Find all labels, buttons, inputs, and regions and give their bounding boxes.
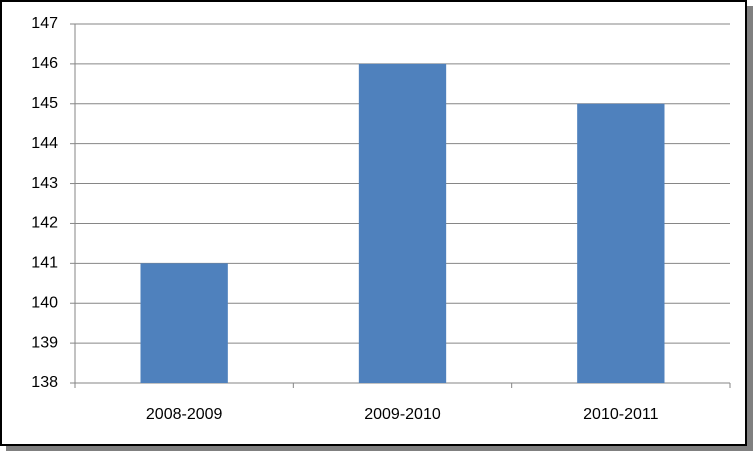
bar: [140, 263, 228, 383]
y-tick-label: 147: [31, 15, 58, 32]
y-tick-label: 143: [31, 175, 58, 192]
bar: [577, 103, 665, 384]
frame-shadow: [6, 446, 753, 451]
x-tick-label: 2010-2011: [583, 406, 658, 423]
y-tick-label: 141: [31, 255, 58, 272]
frame-shadow: [747, 6, 753, 451]
y-tick-label: 138: [31, 374, 58, 391]
y-tick-label: 146: [31, 55, 58, 72]
y-tick-label: 142: [31, 215, 58, 232]
x-tick-label: 2009-2010: [364, 406, 441, 423]
y-tick-label: 139: [31, 334, 58, 351]
bar: [358, 63, 447, 384]
y-tick-label: 140: [31, 294, 58, 311]
y-tick-label: 145: [31, 95, 58, 112]
x-tick-label: 2008-2009: [146, 406, 223, 423]
y-tick-label: 144: [31, 135, 58, 152]
